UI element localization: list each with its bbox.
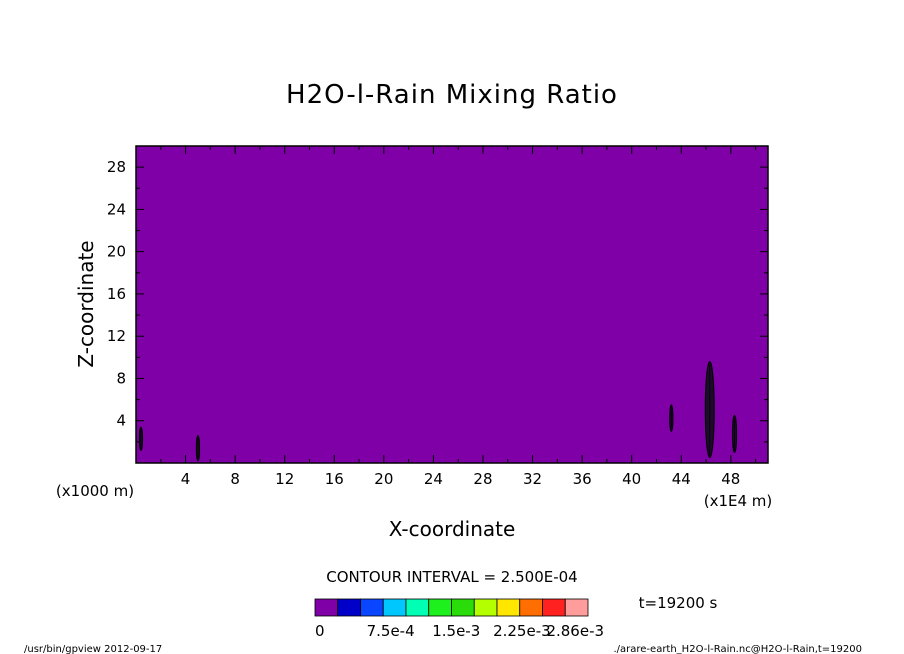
colorbar-label: 7.5e-4 xyxy=(367,622,415,640)
colorbar-swatch xyxy=(451,598,475,617)
y-tick-label: 12 xyxy=(107,327,126,345)
colorbar-label: 1.5e-3 xyxy=(432,622,480,640)
x-scale-label: (x1E4 m) xyxy=(704,492,773,510)
y-tick-label: 16 xyxy=(107,285,126,303)
x-tick-label: 48 xyxy=(721,470,740,488)
y-tick-label: 24 xyxy=(107,200,126,218)
x-axis-label: X-coordinate xyxy=(389,517,516,541)
y-axis-label: Z-coordinate xyxy=(74,240,98,367)
y-tick-label: 28 xyxy=(107,158,126,176)
contour-interval-text: CONTOUR INTERVAL = 2.500E-04 xyxy=(326,568,577,586)
y-ticks: 4 8 12 16 20 24 28 xyxy=(107,158,768,443)
colorbar-swatch xyxy=(428,598,452,617)
x-tick-label: 44 xyxy=(672,470,691,488)
colorbar-swatch xyxy=(473,598,498,617)
x-tick-label: 40 xyxy=(622,470,641,488)
colorbar-labels: 0 7.5e-4 1.5e-3 2.25e-32.86e-3 xyxy=(315,622,604,640)
plot-frame xyxy=(135,145,769,464)
x-tick-label: 28 xyxy=(473,470,492,488)
y-tick-label: 8 xyxy=(116,369,126,387)
y-tick-label: 20 xyxy=(107,243,126,261)
y-scale-label: (x1000 m) xyxy=(56,482,134,500)
colorbar-swatch xyxy=(564,598,589,617)
rain-features xyxy=(138,361,738,462)
x-ticks: 4 8 12 16 20 24 28 32 36 40 44 48 xyxy=(160,146,757,488)
colorbar-swatch xyxy=(314,598,339,617)
colorbar-swatch xyxy=(519,598,543,617)
footer-right: ./arare-earth_H2O-l-Rain.nc@H2O-l-Rain,t… xyxy=(613,644,862,654)
x-tick-label: 36 xyxy=(573,470,592,488)
y-tick-label: 4 xyxy=(116,412,126,430)
colorbar-label: 0 xyxy=(315,622,325,640)
x-tick-label: 24 xyxy=(424,470,443,488)
colorbar-swatch xyxy=(337,598,361,617)
colorbar-swatch xyxy=(405,598,430,617)
chart-title: H2O-l-Rain Mixing Ratio xyxy=(286,80,618,110)
colorbar-swatch xyxy=(382,598,407,617)
x-tick-label: 16 xyxy=(325,470,344,488)
x-tick-label: 8 xyxy=(230,470,240,488)
colorbar-swatch xyxy=(496,598,521,617)
time-text: t=19200 s xyxy=(639,594,718,612)
footer-left: /usr/bin/gpview 2012-09-17 xyxy=(24,644,162,654)
x-tick-label: 32 xyxy=(523,470,542,488)
colorbar-label: 2.25e-3 xyxy=(493,622,551,640)
colorbar xyxy=(314,598,589,617)
colorbar-swatch xyxy=(542,598,566,617)
plot-area xyxy=(136,146,768,463)
x-tick-label: 12 xyxy=(275,470,294,488)
colorbar-label: 2.86e-3 xyxy=(546,622,604,640)
x-tick-label: 4 xyxy=(181,470,191,488)
colorbar-swatch xyxy=(360,598,384,617)
x-tick-label: 20 xyxy=(374,470,393,488)
